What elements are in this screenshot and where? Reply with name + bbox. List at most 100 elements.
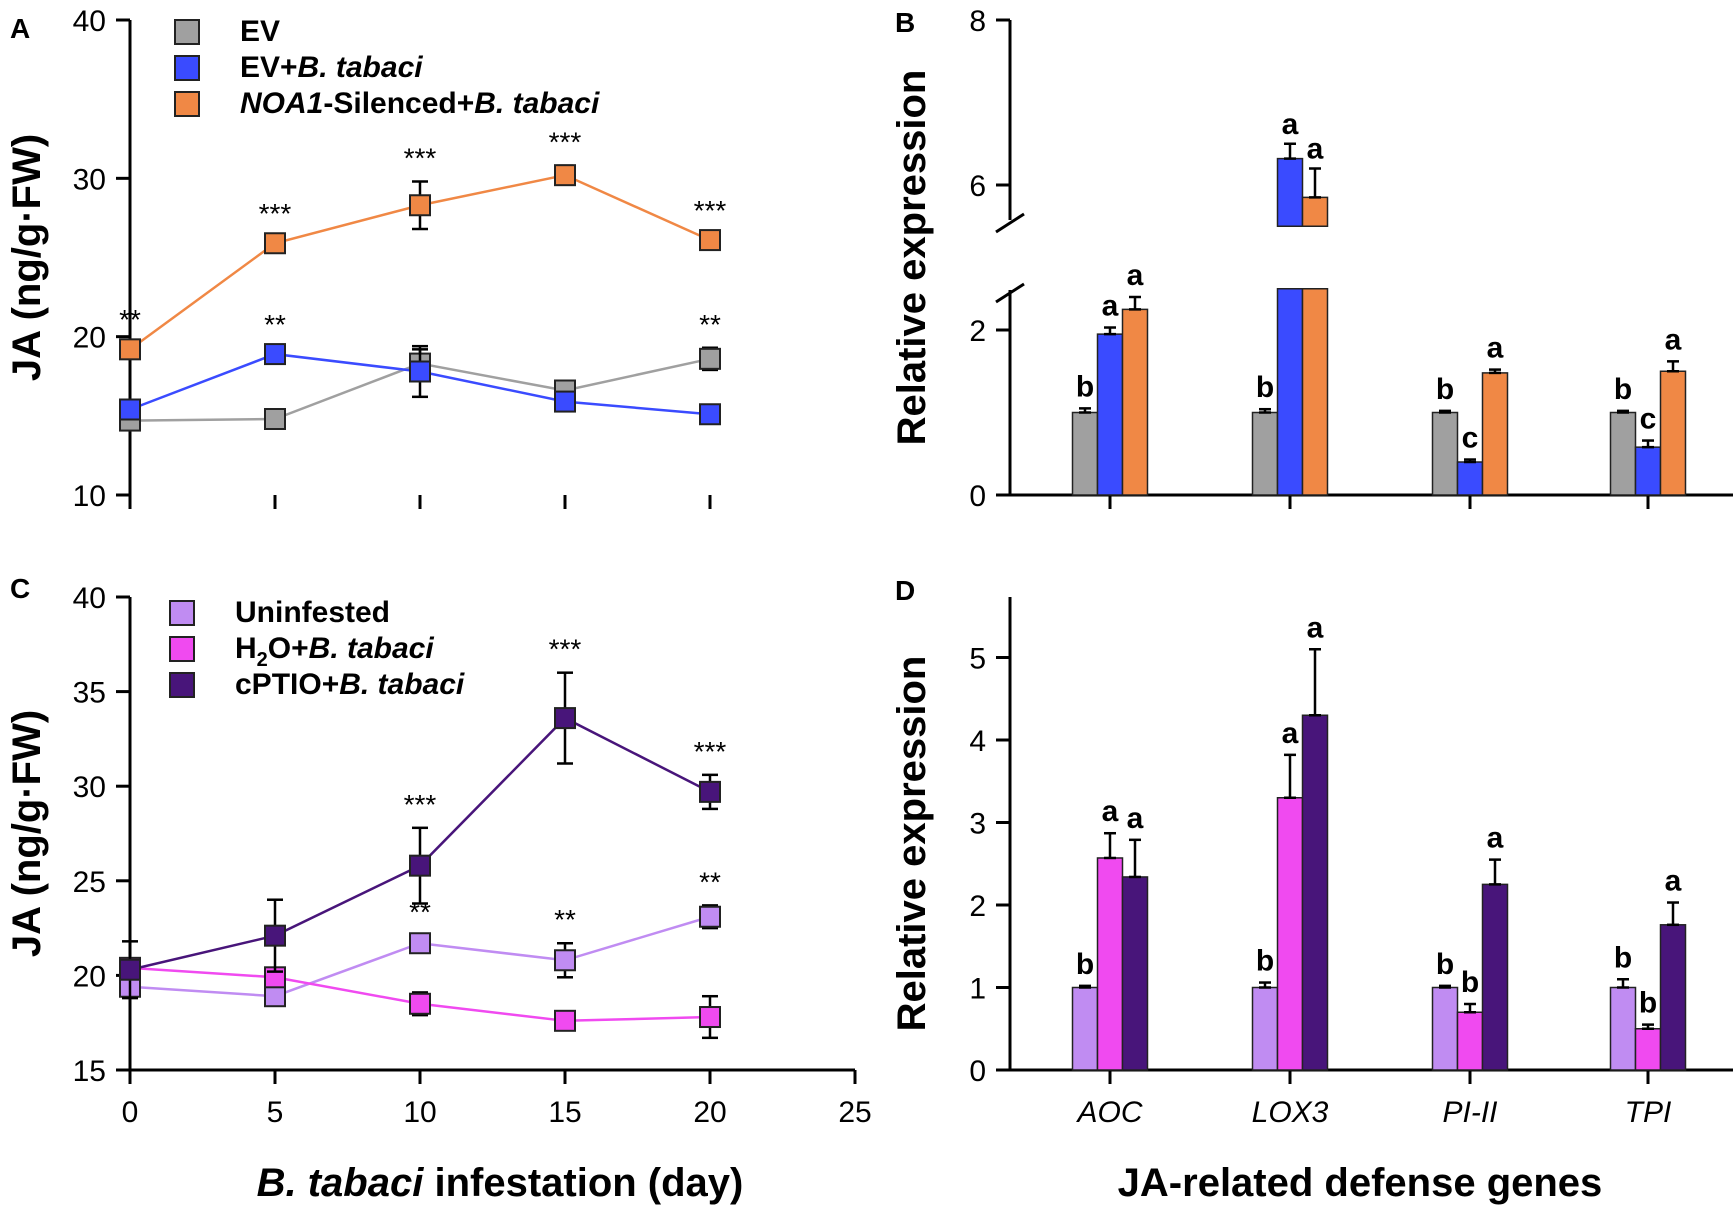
panel-d-error-bar <box>1489 858 1501 886</box>
panel-d-letter-label: a <box>1665 865 1682 898</box>
panel-a-data-point <box>699 347 721 370</box>
panel-c-y-tick-label: 35 <box>73 677 106 710</box>
panel-a-legend-swatch <box>174 19 200 45</box>
panel-c-y-axis-label: JA (ng/g·FW) <box>5 710 49 957</box>
panel-a-data-point <box>264 232 286 255</box>
panel-a-significance-mark: *** <box>404 143 437 174</box>
panel-a-y-tick-label: 30 <box>73 163 106 196</box>
panel-d-bar <box>1251 986 1279 1071</box>
panel-b-error-bar <box>1464 458 1476 464</box>
panel-b-bar <box>1456 461 1484 496</box>
panel-c-y-tick-label: 25 <box>73 866 106 899</box>
panel-c-x-tick-label: 10 <box>403 1096 436 1129</box>
panel-b-letter-label: b <box>1076 370 1094 403</box>
panel-c-data-point <box>119 958 141 981</box>
panel-a-significance-mark: *** <box>259 198 292 229</box>
panel-c-y-tick-label: 40 <box>73 582 106 615</box>
panel-d-error-bar <box>1129 838 1141 879</box>
panel-c-significance-mark: *** <box>549 634 582 665</box>
panel-c-data-point <box>409 932 431 955</box>
panel-d-y-tick-label: 1 <box>969 973 986 1006</box>
panel-c-data-point <box>264 985 286 1008</box>
panel-c-significance-mark: ** <box>699 866 721 897</box>
panel-b-letter-label: a <box>1127 259 1144 292</box>
panel-b-error-bar <box>1104 326 1116 336</box>
panel-b-letter: B <box>895 7 915 38</box>
panel-c-y-tick-label: 30 <box>73 771 106 804</box>
panel-d-error-bar <box>1259 981 1271 989</box>
panel-d-x-axis-label: JA-related defense genes <box>1118 1161 1603 1205</box>
panel-c-data-point <box>409 992 431 1015</box>
panel-a-letter: A <box>10 13 30 44</box>
panel-b-letter-label: a <box>1487 332 1504 365</box>
panel-c-x-tick-label: 25 <box>838 1096 871 1129</box>
panel-b-letter-label: b <box>1256 371 1274 404</box>
panel-a-data-point <box>554 164 576 187</box>
panel-b-letter-label: a <box>1102 290 1119 323</box>
panel-c-legend-label: Uninfested <box>235 596 390 629</box>
panel-a-legend-swatch <box>174 91 200 117</box>
panel-a-y-axis-label: JA (ng/g·FW) <box>5 134 49 381</box>
panel-d-error-bar <box>1104 831 1116 860</box>
panel-b-error-bar <box>1079 407 1091 414</box>
panel-a-y-tick-label: 40 <box>73 5 106 38</box>
panel-b-error-bar <box>1129 295 1141 311</box>
panel-d-bar <box>1276 797 1304 1071</box>
panel-a-legend-label: NOA1-Silenced+B. tabaci <box>240 87 600 120</box>
panel-d-error-bar <box>1439 984 1451 989</box>
panel-d-gene-label: AOC <box>1075 1096 1142 1129</box>
panel-b-bar <box>1096 333 1124 496</box>
panel-b-bar <box>1071 411 1099 496</box>
panel-b-error-bar <box>1642 439 1654 449</box>
panel-d-y-axis-label: Relative expression <box>890 656 934 1032</box>
panel-a-data-point <box>554 390 576 413</box>
panel-d-y-tick-label: 4 <box>969 725 986 758</box>
panel-b-letter-label: c <box>1640 403 1657 436</box>
panel-c-legend-swatch <box>169 600 195 626</box>
panel-b-letter-label: a <box>1307 133 1324 166</box>
panel-d-bar <box>1659 924 1687 1071</box>
panel-b-axis-break <box>995 212 1025 234</box>
panel-d-letter-label: b <box>1256 945 1274 978</box>
panel-c-significance-mark: *** <box>694 736 727 767</box>
panel-d-gene-label: LOX3 <box>1252 1096 1329 1129</box>
panel-d-bar <box>1609 986 1637 1071</box>
panel-b-bar-upper <box>1301 196 1329 227</box>
panel-d-bar <box>1096 857 1124 1071</box>
panel-c-data-point <box>554 949 576 972</box>
panel-c-data-point <box>554 1009 576 1032</box>
panel-a-data-point <box>119 398 141 421</box>
panel-a-legend-label: EV+B. tabaci <box>240 51 423 84</box>
panel-b-bar <box>1276 288 1304 496</box>
panel-b-y-tick-label: 2 <box>969 315 986 348</box>
panel-d-y-tick-label: 5 <box>969 643 986 676</box>
panel-d-letter-label: b <box>1076 948 1094 981</box>
panel-b-bar <box>1121 308 1149 496</box>
panel-c-x-axis-label: B. tabaci infestation (day) <box>257 1161 744 1205</box>
panel-d-letter-label: b <box>1461 966 1479 999</box>
panel-c-x-tick-label: 15 <box>548 1096 581 1129</box>
panel-c-series-line-0 <box>129 915 711 998</box>
panel-d-error-bar <box>1284 753 1296 799</box>
panel-b-bar <box>1431 411 1459 496</box>
panel-d-error-bar <box>1617 978 1629 989</box>
panel-c-data-point <box>554 707 576 730</box>
panel-c-x-tick-label: 5 <box>267 1096 284 1129</box>
panel-a-data-point <box>264 408 286 430</box>
panel-d-letter-label: b <box>1436 948 1454 981</box>
panel-c-data-point <box>699 780 721 803</box>
panel-a-data-point <box>409 194 431 217</box>
panel-c-legend-label: cPTIO+B. tabaci <box>235 668 465 701</box>
panel-d-letter-label: a <box>1102 795 1119 828</box>
panel-d-letter-label: b <box>1639 987 1657 1020</box>
panel-b-letter-label: c <box>1462 422 1479 455</box>
panel-b-bar <box>1481 372 1509 496</box>
panel-a-data-point <box>699 229 721 252</box>
panel-d-y-tick-label: 2 <box>969 890 986 923</box>
panel-b-bar-upper <box>1276 157 1304 228</box>
panel-b-error-bar <box>1284 142 1296 160</box>
panel-a-y-tick-label: 10 <box>73 480 106 513</box>
panel-a-data-point <box>119 338 141 361</box>
panel-c-significance-mark: ** <box>409 897 431 928</box>
panel-a-significance-mark: *** <box>549 127 582 158</box>
